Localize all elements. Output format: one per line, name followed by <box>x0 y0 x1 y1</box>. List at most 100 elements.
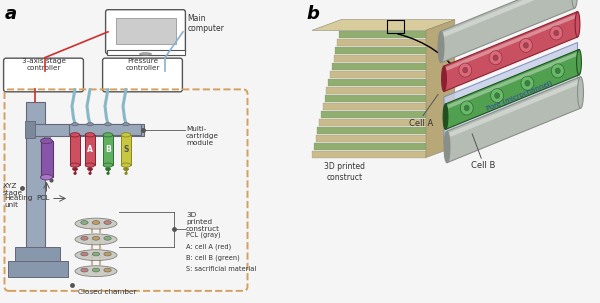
Ellipse shape <box>523 42 529 48</box>
Ellipse shape <box>85 163 95 167</box>
Ellipse shape <box>92 236 100 240</box>
Ellipse shape <box>123 123 130 126</box>
Ellipse shape <box>572 0 577 8</box>
Polygon shape <box>326 87 440 94</box>
Ellipse shape <box>578 77 583 108</box>
Ellipse shape <box>443 104 448 129</box>
Polygon shape <box>441 0 575 63</box>
Bar <box>115 18 176 44</box>
Text: A: A <box>87 145 93 155</box>
Ellipse shape <box>489 51 502 65</box>
Ellipse shape <box>575 12 580 37</box>
Polygon shape <box>330 71 444 78</box>
Ellipse shape <box>104 268 111 272</box>
Ellipse shape <box>41 138 53 144</box>
Text: 3D
printed
construct: 3D printed construct <box>186 212 220 232</box>
Text: a: a <box>5 5 17 22</box>
Bar <box>25 121 35 138</box>
Text: Heating
unit: Heating unit <box>5 195 33 208</box>
Ellipse shape <box>87 123 94 126</box>
Text: 3-axis stage
controller: 3-axis stage controller <box>22 58 65 71</box>
Text: B: cell B (green): B: cell B (green) <box>186 255 240 261</box>
Polygon shape <box>444 42 578 144</box>
FancyBboxPatch shape <box>106 10 185 54</box>
Bar <box>41 141 53 177</box>
Polygon shape <box>319 119 433 126</box>
Text: Cell B: Cell B <box>470 161 495 170</box>
Text: A: cell A (red): A: cell A (red) <box>186 243 231 250</box>
Polygon shape <box>444 12 578 92</box>
Polygon shape <box>445 49 579 129</box>
Ellipse shape <box>72 123 79 126</box>
Text: Pressure
controller: Pressure controller <box>125 58 160 71</box>
Ellipse shape <box>74 172 76 175</box>
Ellipse shape <box>105 123 112 126</box>
Ellipse shape <box>103 133 113 137</box>
Polygon shape <box>328 79 442 86</box>
Polygon shape <box>444 13 578 72</box>
Text: PCL (gray): PCL (gray) <box>186 232 221 238</box>
Polygon shape <box>441 0 575 38</box>
Text: Cell A: Cell A <box>409 119 434 128</box>
Ellipse shape <box>520 38 532 52</box>
Ellipse shape <box>92 252 100 256</box>
Polygon shape <box>323 103 437 110</box>
Ellipse shape <box>107 172 109 175</box>
Polygon shape <box>312 20 455 30</box>
Ellipse shape <box>554 30 559 36</box>
Ellipse shape <box>121 163 131 167</box>
Ellipse shape <box>438 31 444 63</box>
Ellipse shape <box>104 236 111 240</box>
Ellipse shape <box>70 163 80 167</box>
Polygon shape <box>426 20 455 158</box>
Ellipse shape <box>88 168 92 171</box>
Bar <box>15 247 60 262</box>
Bar <box>69 124 141 135</box>
Ellipse shape <box>41 175 53 180</box>
Bar <box>387 20 404 33</box>
Text: Main
computer: Main computer <box>187 14 224 33</box>
Text: S: S <box>124 145 128 155</box>
Ellipse shape <box>85 133 95 137</box>
Ellipse shape <box>75 218 117 229</box>
Polygon shape <box>337 39 451 46</box>
Ellipse shape <box>525 80 530 86</box>
Text: B: B <box>105 145 111 155</box>
Text: PCL: PCL <box>36 195 49 201</box>
Ellipse shape <box>75 250 117 261</box>
Text: S: sacrificial material: S: sacrificial material <box>186 266 256 272</box>
Ellipse shape <box>104 221 111 225</box>
Bar <box>70 135 80 165</box>
Text: Closed chamber: Closed chamber <box>78 289 137 295</box>
Ellipse shape <box>521 76 534 90</box>
Bar <box>103 135 113 165</box>
Ellipse shape <box>459 63 472 77</box>
Text: Multi-
cartridge
module: Multi- cartridge module <box>186 126 219 146</box>
Ellipse shape <box>494 93 500 98</box>
Ellipse shape <box>555 68 560 74</box>
Polygon shape <box>325 95 439 102</box>
Bar <box>7 261 67 277</box>
Ellipse shape <box>464 105 469 111</box>
Text: Pore (microchannel): Pore (microchannel) <box>486 79 554 112</box>
Ellipse shape <box>125 172 127 175</box>
FancyBboxPatch shape <box>4 58 83 92</box>
Ellipse shape <box>75 266 117 277</box>
Polygon shape <box>334 55 448 62</box>
Ellipse shape <box>106 168 110 171</box>
Polygon shape <box>332 63 446 70</box>
Ellipse shape <box>92 221 100 225</box>
Text: 3D printed
construct: 3D printed construct <box>325 162 365 182</box>
Bar <box>44 136 49 141</box>
Bar <box>25 102 45 248</box>
Text: b: b <box>306 5 319 22</box>
Polygon shape <box>445 51 579 110</box>
Ellipse shape <box>139 53 151 55</box>
Ellipse shape <box>103 163 113 167</box>
Polygon shape <box>312 151 426 158</box>
Ellipse shape <box>73 168 77 171</box>
Bar <box>121 135 131 165</box>
Polygon shape <box>335 47 449 54</box>
FancyBboxPatch shape <box>103 58 182 92</box>
Ellipse shape <box>75 234 117 245</box>
